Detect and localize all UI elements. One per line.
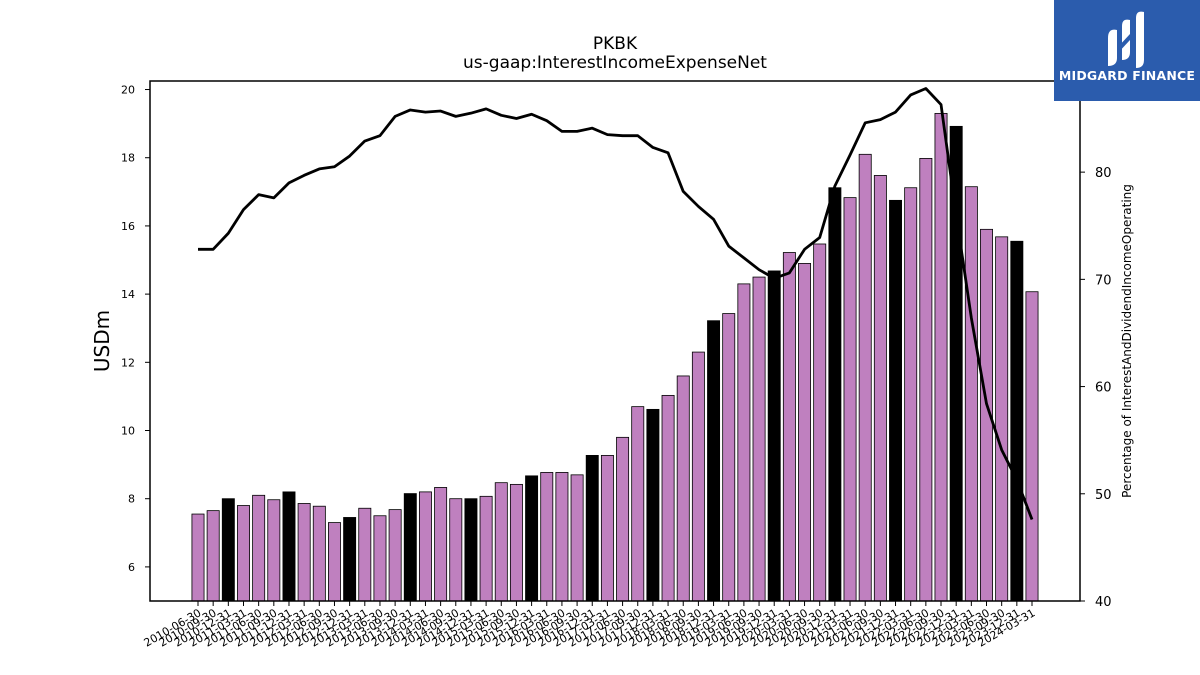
bar	[934, 112, 948, 602]
right-tick-label: 60	[1095, 381, 1112, 396]
bar	[737, 283, 751, 602]
line-series	[198, 87, 1034, 521]
bar	[600, 454, 614, 602]
bar	[540, 472, 554, 602]
midgard-m-icon	[1108, 11, 1144, 68]
bar	[237, 505, 250, 602]
chart-subtitle: us-gaap:InterestIncomeExpenseNet	[463, 53, 767, 73]
bar	[388, 509, 402, 602]
bar	[919, 157, 933, 602]
bar	[434, 487, 448, 602]
bar	[267, 499, 281, 602]
left-tick-label: 10	[121, 425, 135, 438]
series-line	[198, 87, 1034, 521]
bar	[494, 482, 508, 602]
bar	[525, 475, 539, 602]
bar	[889, 199, 902, 602]
bar	[328, 522, 341, 602]
left-tick-label: 6	[128, 561, 135, 574]
bar	[282, 491, 296, 602]
bar	[843, 197, 857, 602]
bar	[1025, 291, 1039, 602]
bar	[828, 187, 842, 602]
bar	[343, 517, 357, 602]
plot-frame	[149, 80, 1081, 602]
bar	[221, 498, 235, 602]
bar	[631, 406, 645, 602]
bar	[616, 436, 630, 602]
bar	[858, 153, 872, 602]
right-tick-label: 80	[1095, 166, 1112, 181]
bar	[312, 505, 326, 602]
bar	[449, 498, 463, 602]
bar	[813, 243, 827, 602]
bar	[479, 495, 493, 602]
bar	[585, 454, 599, 602]
bar	[995, 236, 1009, 602]
left-axis-label: USDm	[90, 310, 114, 372]
bar	[661, 394, 675, 602]
right-axis: 40 50 60 70 80	[1080, 166, 1112, 610]
bar	[403, 493, 417, 602]
x-axis: 2010-06-302010-09-302010-12-312011-03-31…	[142, 601, 1038, 650]
left-tick-label: 8	[128, 493, 135, 506]
bar	[252, 494, 266, 602]
left-tick-label: 18	[121, 152, 135, 165]
bar	[373, 515, 387, 602]
bar	[206, 510, 220, 602]
bar	[767, 270, 781, 602]
chart-title: PKBK	[593, 34, 638, 54]
bar	[570, 474, 584, 602]
left-tick-label: 16	[121, 220, 135, 233]
bar-series	[191, 112, 1039, 602]
right-axis-label: Percentage of InterestAndDividendIncomeO…	[1120, 184, 1134, 498]
bar	[1010, 240, 1024, 602]
bar	[509, 483, 523, 602]
bar	[358, 507, 372, 602]
bar	[464, 498, 478, 602]
bar	[191, 513, 205, 602]
bar	[418, 491, 432, 602]
bar	[798, 263, 812, 602]
bar	[676, 375, 690, 602]
left-axis: 6 8 10 12 14 16 18 20	[121, 84, 150, 574]
left-tick-label: 12	[121, 356, 135, 369]
bar	[555, 472, 569, 602]
bar	[722, 313, 736, 602]
bar	[646, 408, 660, 602]
right-tick-label: 50	[1095, 488, 1112, 503]
bar	[949, 125, 963, 602]
bar	[297, 503, 311, 602]
bar	[873, 175, 887, 602]
bar	[782, 252, 796, 602]
bar	[752, 276, 766, 602]
right-tick-label: 70	[1095, 273, 1112, 288]
right-tick-label: 40	[1095, 595, 1112, 610]
midgard-finance-logo: MIDGARD FINANCE	[1054, 0, 1200, 101]
bar	[707, 320, 721, 602]
bar	[691, 351, 705, 602]
bar	[904, 187, 918, 602]
left-tick-label: 20	[121, 84, 135, 97]
logo-text: MIDGARD FINANCE	[1058, 68, 1196, 83]
bar	[964, 186, 978, 602]
left-tick-label: 14	[121, 288, 135, 301]
